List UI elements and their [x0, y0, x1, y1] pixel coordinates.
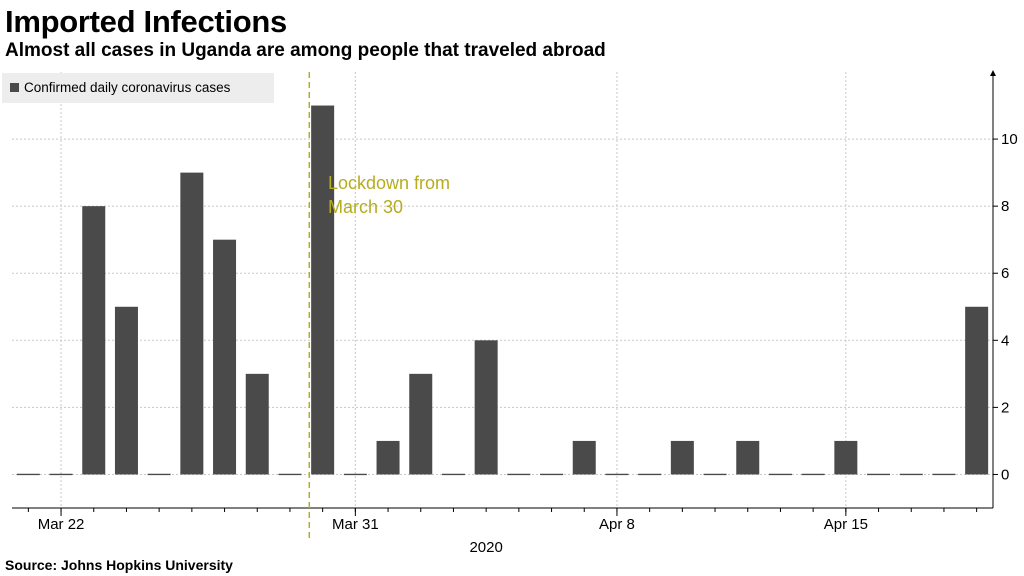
- bar: [180, 172, 204, 475]
- source-note: Source: Johns Hopkins University: [5, 557, 233, 573]
- x-tick-label: Apr 15: [824, 516, 868, 533]
- bar: [409, 373, 433, 475]
- y-tick-label: 2: [1001, 399, 1009, 416]
- bar: [834, 440, 858, 475]
- annotation-text: March 30: [328, 197, 403, 217]
- x-tick-label: Apr 8: [599, 516, 635, 533]
- y-tick-label: 10: [1001, 131, 1018, 148]
- y-tick-label: 4: [1001, 332, 1009, 349]
- bar: [474, 340, 498, 475]
- legend-swatch: [10, 83, 19, 92]
- chart-subtitle: Almost all cases in Uganda are among peo…: [5, 40, 606, 61]
- chart-title: Imported Infections: [5, 4, 287, 39]
- y-axis-arrow: [990, 70, 996, 76]
- y-tick-label: 6: [1001, 265, 1009, 282]
- bar: [376, 440, 400, 475]
- gridlines: [12, 72, 993, 508]
- bar: [114, 306, 138, 475]
- x-year-label: 2020: [469, 539, 502, 556]
- bar: [572, 440, 596, 475]
- bar: [245, 373, 269, 475]
- bar: [213, 239, 237, 475]
- axes: 0 2 4 6 8 10 Mar 22 Mar 31 Apr 8 Apr 15 2020: [12, 70, 1018, 556]
- legend-label: Confirmed daily coronavirus cases: [24, 80, 231, 95]
- annotation: Lockdown from March 30: [308, 72, 450, 538]
- bar: [670, 440, 694, 475]
- bar: [736, 440, 760, 475]
- y-tick-label: 8: [1001, 198, 1009, 215]
- bars: [16, 105, 989, 476]
- bar: [965, 306, 989, 475]
- bar: [311, 105, 335, 475]
- x-tick-label: Mar 31: [332, 516, 379, 533]
- legend: Confirmed daily coronavirus cases: [2, 73, 274, 103]
- legend-box: [2, 73, 274, 103]
- bar: [82, 206, 106, 475]
- x-tick-label: Mar 22: [38, 516, 85, 533]
- annotation-text: Lockdown from: [328, 173, 450, 193]
- y-tick-label: 0: [1001, 466, 1009, 483]
